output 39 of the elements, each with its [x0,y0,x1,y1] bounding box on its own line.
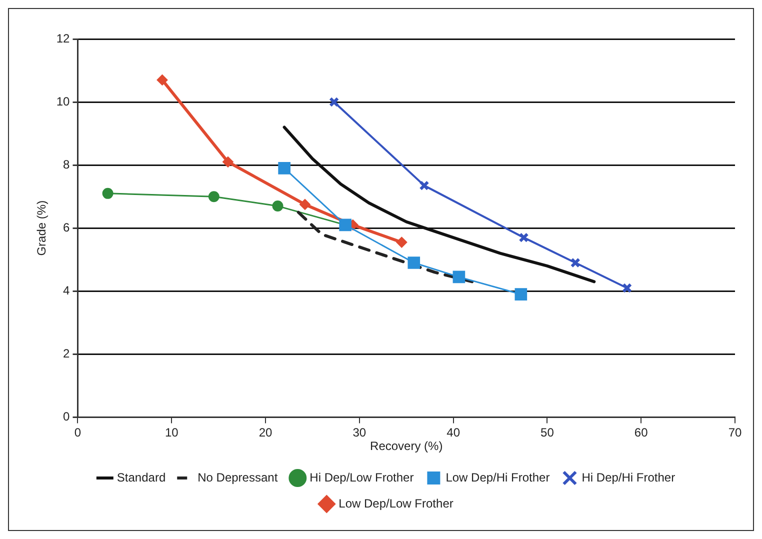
point [222,156,234,168]
x-axis-title: Recovery (%) [370,439,443,454]
point [518,232,529,243]
point [299,198,310,210]
y-tick-label: 4 [63,283,70,298]
legend-label: Low Dep/Low Frother [338,496,454,510]
point [419,180,430,191]
line-series [296,210,474,284]
point [570,258,580,268]
legend-label: Hi Dep/Low Frother [310,470,414,484]
y-tick-label: 6 [63,220,70,234]
point [156,74,168,86]
point [272,200,284,212]
point [622,282,632,294]
x-tick-label: 20 [258,426,273,440]
y-tick-label: 8 [63,157,70,172]
point [452,270,466,284]
point [278,162,290,174]
legend-label: Low Dep/Hi Frother [446,470,550,484]
point [396,236,408,248]
legend-label: No Depressant [198,470,278,484]
x-tick-label: 50 [540,426,554,440]
legend-label: Hi Dep/Hi Frother [582,470,676,484]
x-tick-label: 30 [352,426,366,440]
x-tick-label: 10 [164,426,179,440]
x-tick-label: 40 [446,426,460,440]
y-axis-title: Grade (%) [34,200,49,256]
y-tick-label: 12 [56,31,70,46]
point [514,288,528,300]
x-tick-label: 0 [74,426,82,440]
y-tick-label: 0 [63,410,70,424]
point [208,191,220,202]
point [102,188,114,199]
x-tick-label: 60 [634,426,648,440]
point [408,256,420,269]
x-tick-label: 70 [728,426,742,440]
y-tick-label: 2 [63,346,70,360]
legend-label: Standard [116,470,166,484]
y-tick-label: 10 [56,94,70,108]
